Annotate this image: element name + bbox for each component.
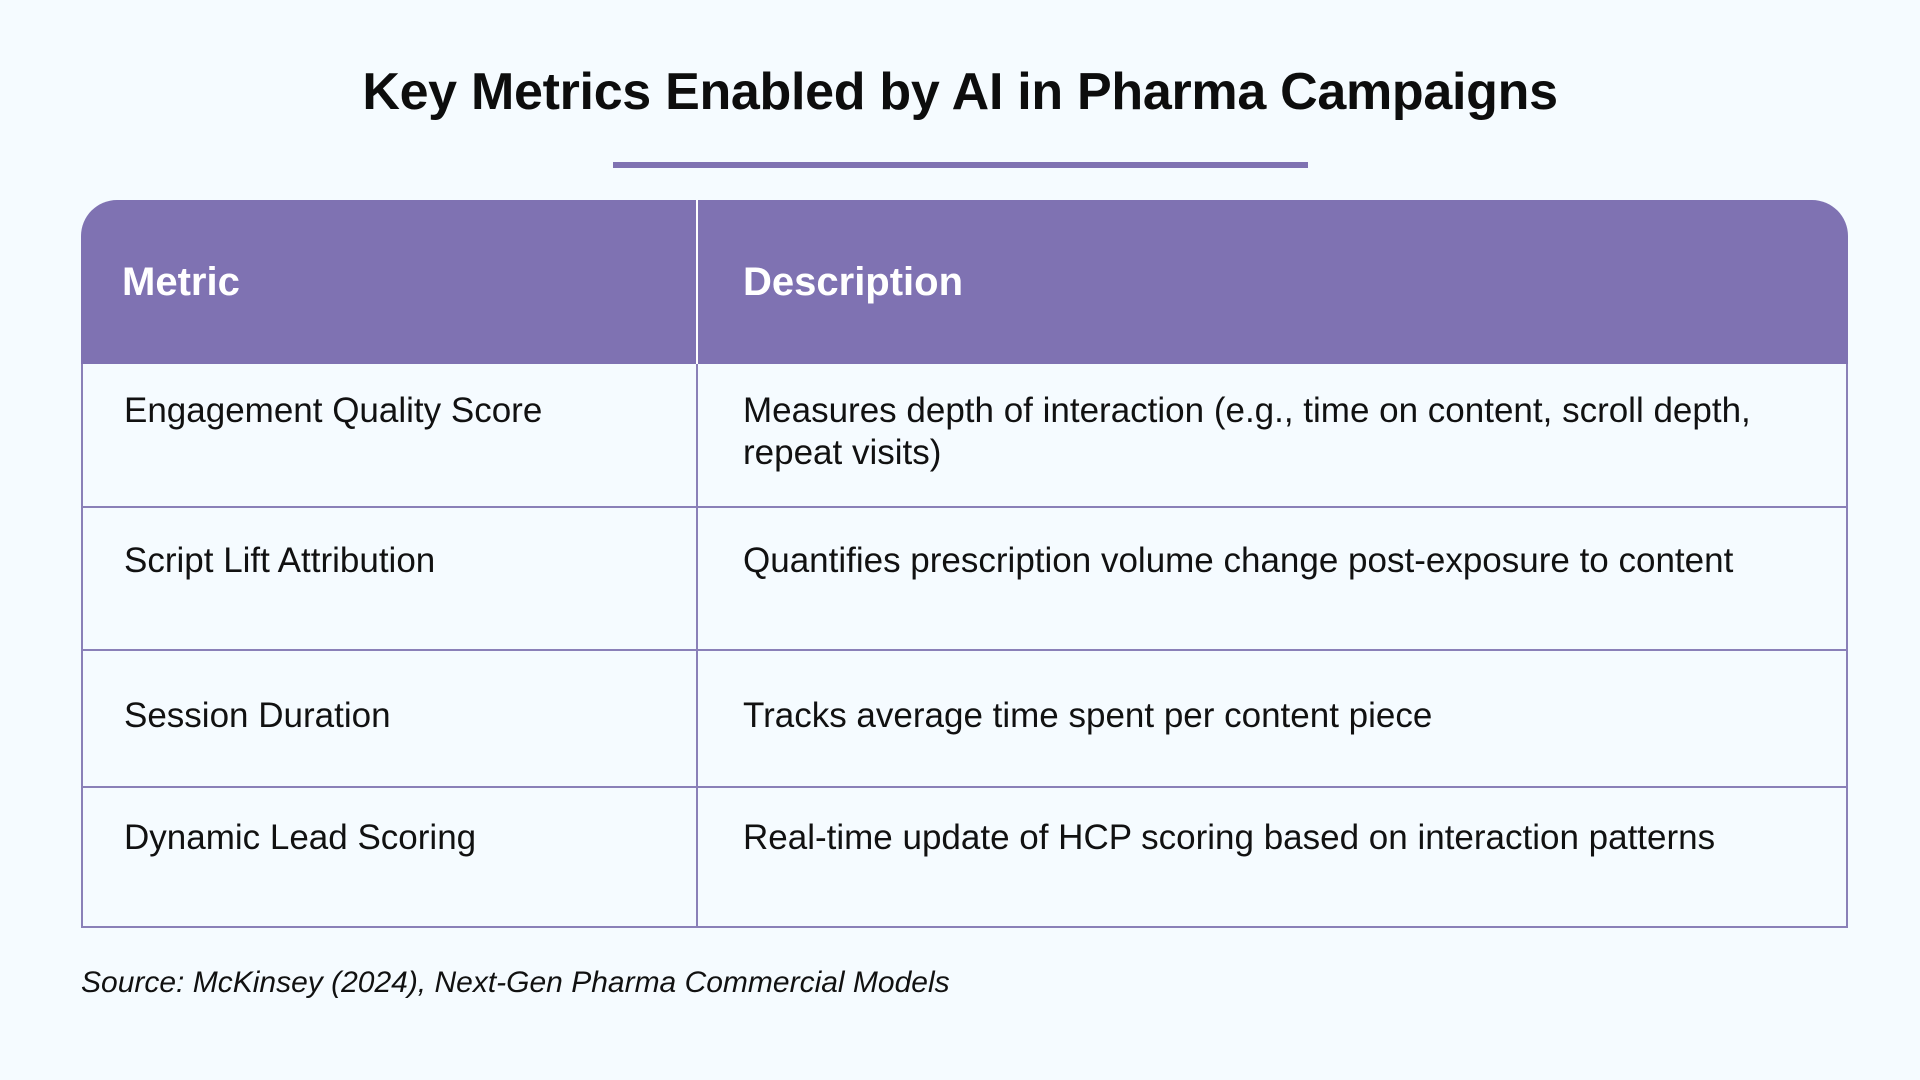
- column-header-description: Description: [698, 200, 1848, 364]
- table-row: Engagement Quality Score Measures depth …: [81, 364, 1848, 508]
- description-cell: Real-time update of HCP scoring based on…: [698, 788, 1848, 928]
- source-citation: Source: McKinsey (2024), Next-Gen Pharma…: [81, 966, 950, 999]
- table-header-row: Metric Description: [81, 200, 1848, 364]
- column-header-metric: Metric: [81, 200, 698, 364]
- table-row: Dynamic Lead Scoring Real-time update of…: [81, 788, 1848, 928]
- metrics-table-container: Metric Description Engagement Quality Sc…: [81, 200, 1848, 928]
- description-cell: Quantifies prescription volume change po…: [698, 508, 1848, 651]
- metric-cell: Dynamic Lead Scoring: [81, 788, 698, 928]
- metrics-table: Metric Description Engagement Quality Sc…: [81, 200, 1848, 928]
- description-cell: Tracks average time spent per content pi…: [698, 651, 1848, 788]
- description-cell: Measures depth of interaction (e.g., tim…: [698, 364, 1848, 508]
- table-row: Script Lift Attribution Quantifies presc…: [81, 508, 1848, 651]
- title-underline: [613, 162, 1308, 168]
- metric-cell: Session Duration: [81, 651, 698, 788]
- metric-cell: Script Lift Attribution: [81, 508, 698, 651]
- table-row: Session Duration Tracks average time spe…: [81, 651, 1848, 788]
- page-title: Key Metrics Enabled by AI in Pharma Camp…: [362, 63, 1558, 121]
- metric-cell: Engagement Quality Score: [81, 364, 698, 508]
